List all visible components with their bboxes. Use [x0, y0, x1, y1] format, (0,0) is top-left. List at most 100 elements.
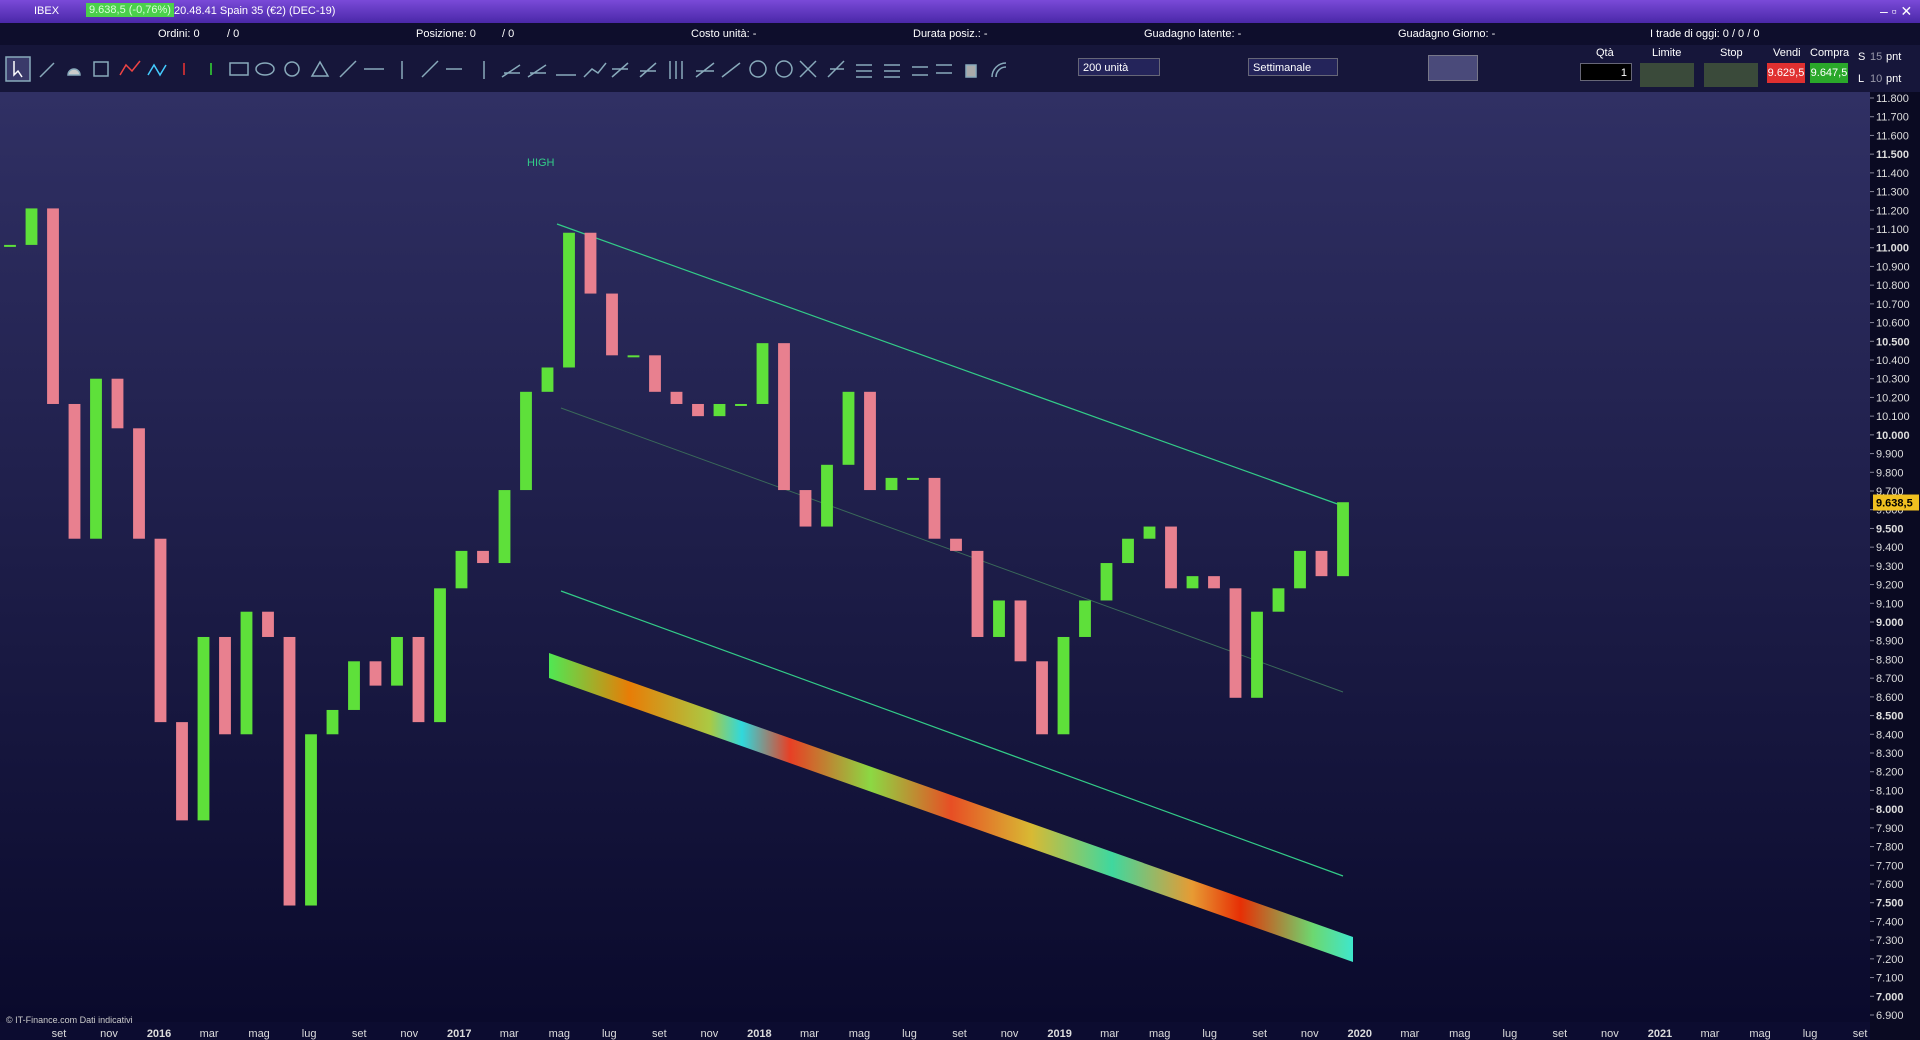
period-select[interactable]: Settimanale [1248, 58, 1338, 76]
x-tick-label: mag [1149, 1028, 1170, 1040]
x-tick-label: 2019 [1047, 1028, 1071, 1040]
last-price-box [1873, 494, 1919, 511]
y-tick-label: 10.800 [1876, 280, 1910, 292]
position-total: / 0 [502, 28, 515, 40]
x-tick-label: lug [1202, 1028, 1217, 1040]
x-tick-label: set [52, 1028, 67, 1040]
x-tick-label: set [952, 1028, 967, 1040]
y-tick-label: 7.000 [1876, 991, 1904, 1003]
y-tick-label: 10.600 [1876, 318, 1910, 330]
y-tick-label: 7.200 [1876, 954, 1904, 966]
y-tick-label: 9.500 [1876, 523, 1904, 535]
s-label: S [1858, 51, 1866, 63]
candle [111, 378, 124, 429]
limit-buttons[interactable] [1640, 63, 1694, 87]
candle [1036, 661, 1048, 735]
y-tick-label: 7.500 [1876, 898, 1904, 910]
buy-label: Compra [1810, 47, 1850, 59]
candle [326, 709, 339, 735]
candle [950, 538, 962, 551]
duration: Durata posiz.: - [913, 28, 988, 40]
y-tick-label: 8.400 [1876, 729, 1904, 741]
window-controls[interactable]: – ▫ ✕ [1880, 3, 1913, 19]
annotation: HIGH [527, 157, 555, 169]
x-tick-label: nov [1301, 1028, 1319, 1040]
candle [412, 636, 425, 723]
y-tick-label: 8.000 [1876, 804, 1904, 816]
x-tick-label: mag [248, 1028, 269, 1040]
candle [47, 208, 59, 404]
l-label: L [1858, 73, 1865, 85]
x-tick-label: lug [902, 1028, 917, 1040]
y-tick-label: 9.800 [1876, 467, 1904, 479]
x-tick-label: set [652, 1028, 667, 1040]
x-tick-label: set [1252, 1028, 1267, 1040]
y-tick-label: 6.900 [1876, 1010, 1904, 1022]
y-tick-label: 11.700 [1876, 112, 1909, 124]
candle [907, 477, 919, 480]
candle [1294, 550, 1306, 589]
x-tick-label: lug [602, 1028, 617, 1040]
y-tick-label: 11.300 [1876, 187, 1909, 199]
candle [1014, 600, 1027, 662]
candle [90, 378, 102, 539]
candle [391, 636, 403, 686]
drawing-tools[interactable] [0, 45, 1040, 92]
chart: HIGH © IT-Finance.com Dati indicativi 6.… [0, 92, 1920, 1040]
candle [1315, 550, 1328, 577]
y-tick-label: 11.400 [1876, 168, 1909, 180]
y-tick-label: 7.700 [1876, 860, 1904, 872]
sell-button[interactable]: 9.629,5 [1767, 63, 1805, 83]
candle [348, 661, 360, 710]
candle [154, 538, 167, 723]
candle [197, 636, 210, 821]
indicator-button[interactable] [1428, 55, 1478, 81]
candle [68, 403, 81, 539]
y-tick-label: 10.300 [1876, 374, 1910, 386]
s-unit: pnt [1886, 51, 1902, 63]
candle [756, 343, 769, 404]
symbol[interactable]: IBEX [34, 5, 60, 17]
x-tick-label: 2020 [1348, 1028, 1372, 1040]
s-value[interactable]: 15 [1870, 51, 1883, 63]
candle [799, 490, 812, 527]
status-bar: Ordini: 0 / 0 Posizione: 0 / 0 Costo uni… [0, 23, 1920, 46]
stop-buttons[interactable] [1704, 63, 1758, 87]
l-unit: pnt [1886, 73, 1902, 85]
candle [1057, 636, 1070, 735]
y-tick-label: 10.000 [1876, 430, 1910, 442]
candle [821, 464, 833, 527]
candle [1143, 526, 1156, 539]
x-tick-label: nov [100, 1028, 118, 1040]
y-tick-label: 8.600 [1876, 692, 1904, 704]
y-tick-label: 10.700 [1876, 299, 1910, 311]
candle [262, 611, 274, 637]
candle [1251, 611, 1263, 698]
x-tick-label: 2017 [447, 1028, 471, 1040]
day-gain: Guadagno Giorno: - [1398, 28, 1496, 40]
quantity-select[interactable]: 200 unità [1078, 58, 1160, 76]
candle [928, 477, 941, 539]
candle [1100, 563, 1113, 601]
x-tick-label: mag [1749, 1028, 1770, 1040]
y-tick-label: 7.300 [1876, 935, 1904, 947]
x-tick-label: mag [1449, 1028, 1470, 1040]
x-tick-label: mar [1400, 1028, 1419, 1040]
x-tick-label: mar [500, 1028, 519, 1040]
qty-input[interactable]: 1 [1580, 63, 1632, 81]
candle [305, 734, 317, 906]
candle [434, 588, 446, 723]
l-value[interactable]: 10 [1870, 73, 1883, 85]
y-tick-label: 7.600 [1876, 879, 1904, 891]
x-tick-label: lug [302, 1028, 317, 1040]
y-tick-label: 10.900 [1876, 261, 1910, 273]
x-tick-label: lug [1503, 1028, 1518, 1040]
trend-line-lower [560, 590, 1344, 877]
buy-button[interactable]: 9.647,5 [1810, 63, 1848, 83]
unit-cost: Costo unità: - [691, 28, 757, 40]
x-tick-label: mag [549, 1028, 570, 1040]
orders: Ordini: 0 [158, 28, 200, 40]
x-tick-label: nov [1601, 1028, 1619, 1040]
quote: 9.638,5 (-0,76%) [86, 3, 174, 17]
